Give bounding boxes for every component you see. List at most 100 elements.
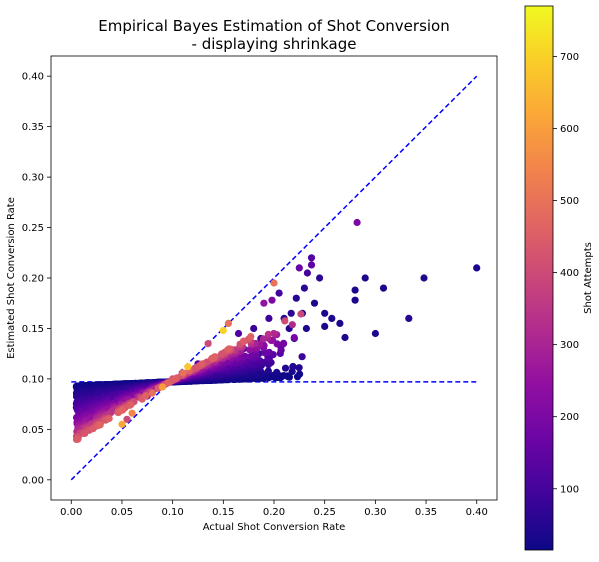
- data-point: [296, 370, 304, 378]
- data-point: [211, 353, 219, 361]
- data-point: [128, 409, 136, 417]
- data-points: [72, 218, 481, 444]
- colorbar-tick-label: 600: [560, 124, 579, 135]
- data-point: [295, 364, 303, 372]
- colorbar: [524, 5, 554, 551]
- data-point: [336, 319, 344, 327]
- y-tick-label: 0.40: [22, 72, 44, 83]
- chart-title-line: - displaying shrinkage: [192, 35, 357, 53]
- data-point: [225, 345, 233, 353]
- reference-line-diagonal: [70, 75, 478, 481]
- data-point: [268, 296, 276, 304]
- data-point: [74, 435, 82, 443]
- data-point: [351, 296, 359, 304]
- data-point: [361, 274, 369, 282]
- data-point: [265, 314, 273, 322]
- y-tick-label: 0.00: [22, 475, 44, 486]
- data-point: [260, 299, 268, 307]
- data-point: [264, 367, 272, 375]
- data-point: [123, 415, 131, 423]
- data-point: [289, 362, 297, 371]
- data-point: [295, 264, 303, 272]
- data-point: [303, 269, 311, 277]
- data-point: [126, 401, 134, 409]
- data-point: [219, 326, 227, 335]
- y-tick-label: 0.35: [22, 122, 44, 133]
- y-tick-label: 0.30: [22, 173, 44, 184]
- data-point: [307, 261, 316, 269]
- x-tick-label: 0.35: [415, 507, 437, 518]
- data-point: [379, 284, 388, 292]
- data-point: [179, 369, 187, 377]
- x-tick-label: 0.05: [111, 507, 133, 518]
- data-point: [341, 333, 349, 342]
- colorbar-tick-label: 400: [560, 268, 579, 279]
- data-point: [473, 264, 481, 272]
- data-point: [280, 372, 288, 380]
- x-tick-label: 0.15: [212, 507, 234, 518]
- data-point: [264, 330, 272, 338]
- data-point: [259, 335, 267, 343]
- data-point: [297, 310, 305, 318]
- data-point: [351, 286, 359, 294]
- data-point: [298, 353, 306, 361]
- data-point: [280, 339, 288, 347]
- chart-title-line: Empirical Bayes Estimation of Shot Conve…: [98, 17, 449, 35]
- data-point: [118, 406, 127, 414]
- data-point: [81, 429, 89, 438]
- data-point: [321, 322, 329, 330]
- data-point: [287, 309, 295, 317]
- data-point: [310, 299, 319, 307]
- data-point: [321, 309, 329, 317]
- data-point: [239, 337, 248, 345]
- data-point: [328, 314, 336, 322]
- colorbar-label: Shot Attempts: [583, 242, 594, 314]
- x-axis-label: Actual Shot Conversion Rate: [203, 522, 346, 533]
- data-point: [184, 363, 192, 371]
- colorbar-tick-label: 100: [560, 484, 579, 495]
- x-axis: 0.00 0.05 0.10 0.15 0.20 0.25 0.30 0.35 0.40: [60, 500, 488, 518]
- data-point: [158, 383, 167, 391]
- y-axis-label: Estimated Shot Conversion Rate: [6, 197, 17, 359]
- y-tick-label: 0.25: [22, 223, 44, 234]
- x-tick-label: 0.40: [466, 507, 488, 518]
- data-point: [405, 314, 413, 322]
- data-point: [288, 321, 296, 329]
- colorbar-tick-label: 300: [560, 340, 579, 351]
- data-point: [316, 274, 324, 282]
- data-point: [198, 360, 206, 368]
- data-point: [148, 389, 156, 397]
- y-tick-label: 0.15: [22, 324, 44, 335]
- data-point: [290, 334, 298, 342]
- data-point: [270, 279, 278, 287]
- data-point: [281, 317, 289, 325]
- data-point: [307, 254, 316, 262]
- y-tick-label: 0.05: [22, 425, 44, 436]
- data-point: [96, 421, 104, 429]
- x-tick-label: 0.00: [60, 507, 82, 518]
- x-tick-label: 0.30: [364, 507, 386, 518]
- data-point: [204, 340, 212, 348]
- y-tick-label: 0.20: [22, 274, 44, 285]
- y-tick-label: 0.10: [22, 374, 44, 385]
- data-point: [353, 218, 361, 227]
- data-point: [273, 368, 281, 376]
- data-point: [292, 294, 300, 302]
- data-point: [164, 379, 172, 387]
- data-point: [300, 284, 308, 292]
- data-point: [142, 392, 150, 400]
- data-point: [281, 364, 290, 372]
- data-point: [234, 329, 243, 338]
- x-tick-label: 0.10: [162, 507, 184, 518]
- colorbar-ticks: 100 200 300 400 500 600 700: [553, 52, 579, 495]
- data-point: [420, 274, 428, 282]
- data-point: [275, 289, 283, 297]
- data-point: [247, 333, 255, 341]
- data-point: [118, 420, 126, 428]
- data-point: [302, 324, 310, 333]
- data-point: [105, 414, 113, 423]
- data-point: [371, 329, 379, 338]
- reference-lines: [70, 75, 478, 481]
